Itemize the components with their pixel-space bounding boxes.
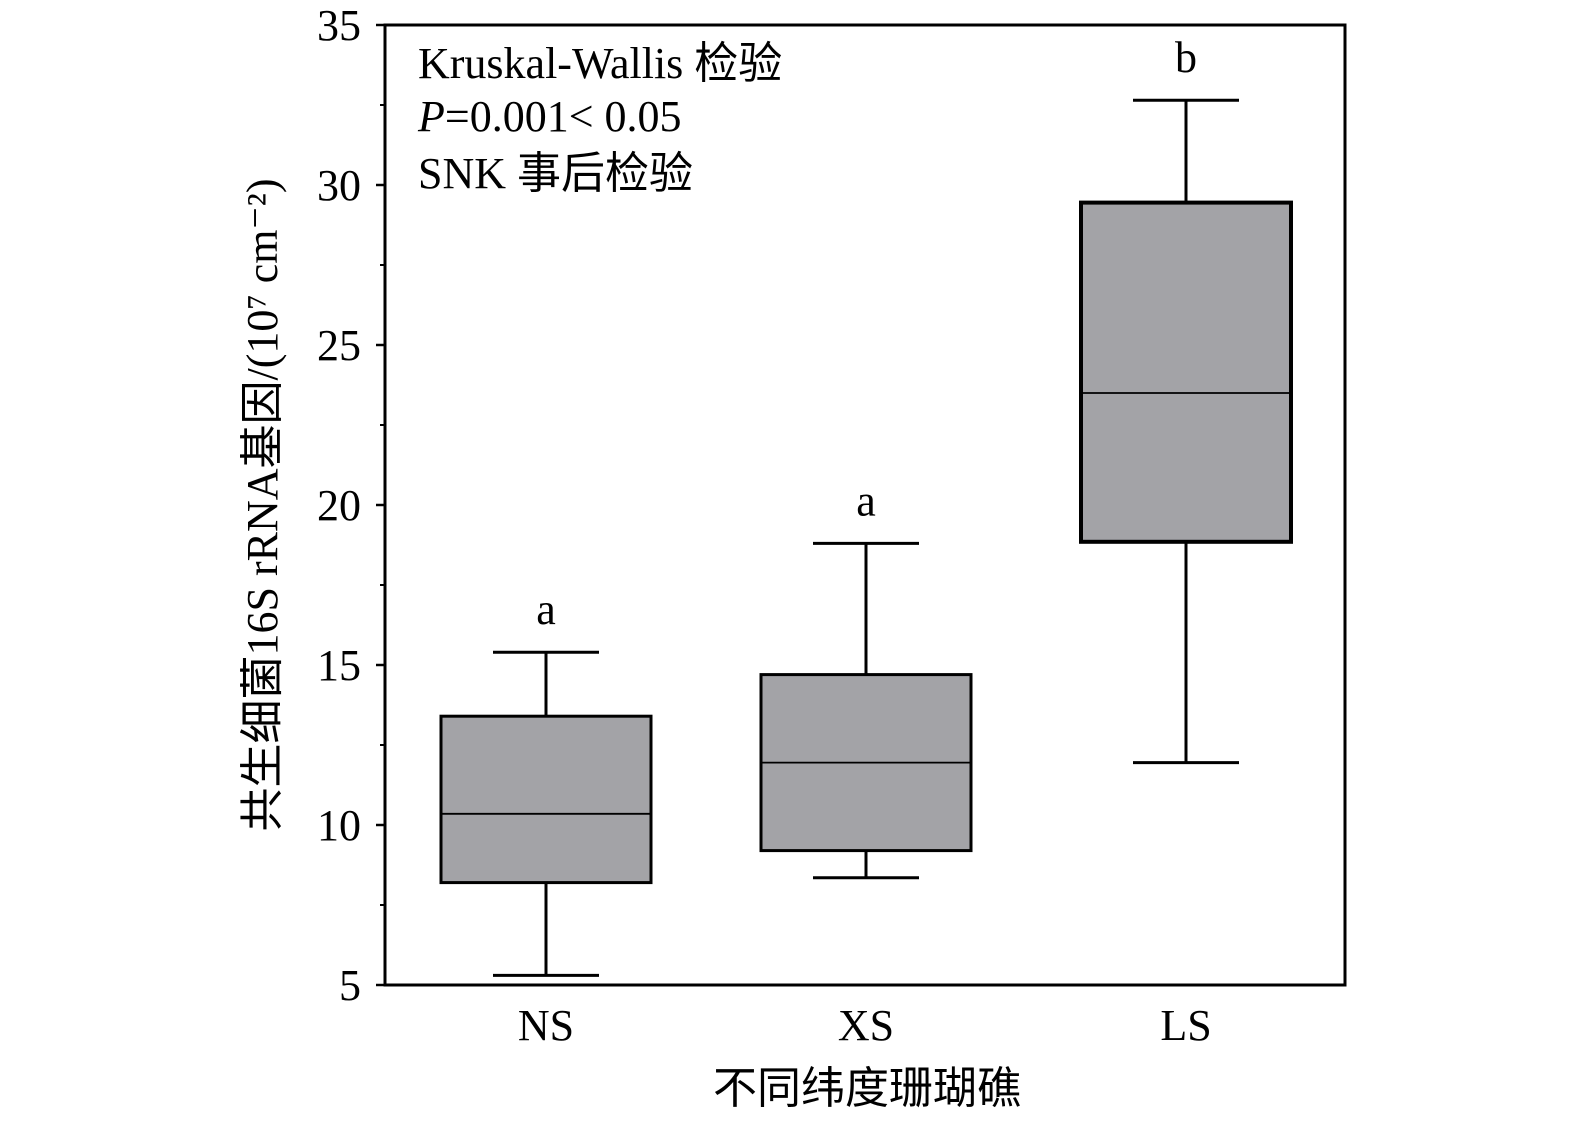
y-tick-label: 15 bbox=[317, 641, 361, 690]
statistics-annotation: Kruskal-Wallis 检验 P=0.001< 0.05 SNK 事后检验 bbox=[417, 39, 782, 198]
box-series: a NS a XS b LS bbox=[439, 33, 1293, 1050]
y-tick-label: 25 bbox=[317, 321, 361, 370]
y-tick-label: 20 bbox=[317, 481, 361, 530]
box-iqr bbox=[1079, 200, 1293, 544]
y-axis-ticks: 5 10 15 20 25 30 35 bbox=[317, 1, 385, 1010]
x-category-label: XS bbox=[838, 1001, 894, 1050]
box-ns: a NS bbox=[439, 585, 653, 1050]
y-tick-label: 30 bbox=[317, 161, 361, 210]
box-ls: b LS bbox=[1079, 33, 1293, 1050]
box-iqr bbox=[439, 714, 653, 885]
y-tick-label: 10 bbox=[317, 801, 361, 850]
y-tick-label: 5 bbox=[339, 961, 361, 1010]
annotation-posthoc: SNK 事后检验 bbox=[418, 149, 693, 198]
annotation-test-name: Kruskal-Wallis 检验 bbox=[418, 39, 782, 88]
y-axis-title: 共生细菌16S rRNA基因/(10⁷ cm⁻²) bbox=[238, 178, 287, 831]
x-axis-title: 不同纬度珊瑚礁 bbox=[713, 1064, 1021, 1113]
box-xs: a XS bbox=[759, 476, 973, 1050]
annotation-p-value: P=0.001< 0.05 bbox=[417, 92, 682, 141]
x-category-label: LS bbox=[1160, 1001, 1211, 1050]
significance-label: a bbox=[536, 585, 556, 634]
significance-label: a bbox=[856, 476, 876, 525]
significance-label: b bbox=[1175, 33, 1197, 82]
x-category-label: NS bbox=[518, 1001, 574, 1050]
y-tick-label: 35 bbox=[317, 1, 361, 50]
